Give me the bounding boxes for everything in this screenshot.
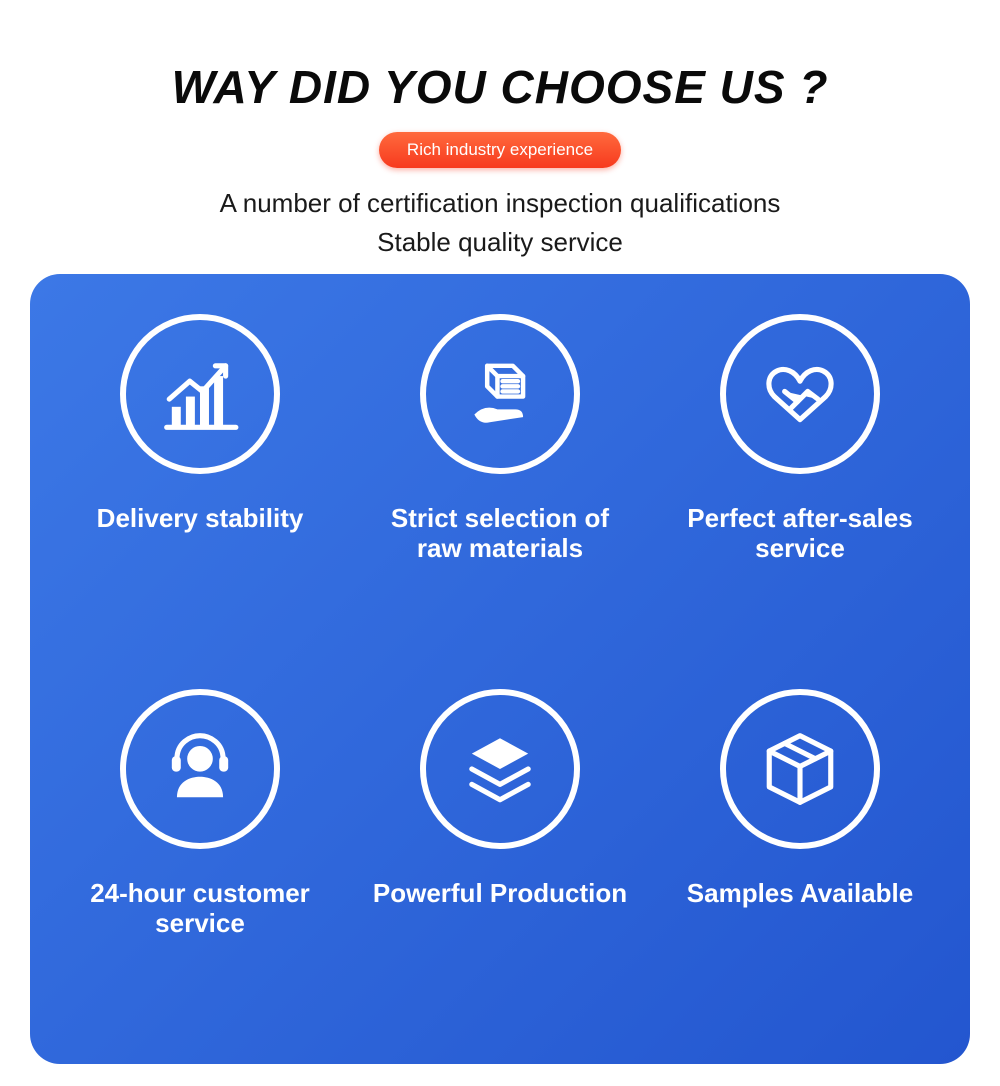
subtitle-line-1: A number of certification inspection qua… bbox=[220, 188, 781, 219]
features-panel: Delivery stability Strict selection ofra… bbox=[30, 274, 970, 1064]
feature-cell: Samples Available bbox=[650, 689, 950, 1024]
feature-label: Samples Available bbox=[687, 879, 913, 909]
headset-person-icon bbox=[120, 689, 280, 849]
package-box-icon bbox=[720, 689, 880, 849]
handshake-heart-icon bbox=[720, 314, 880, 474]
feature-label: Strict selection ofraw materials bbox=[391, 504, 609, 564]
feature-cell: Powerful Production bbox=[350, 689, 650, 1024]
feature-label: Perfect after-salesservice bbox=[687, 504, 912, 564]
feature-label: Powerful Production bbox=[373, 879, 627, 909]
feature-cell: 24-hour customerservice bbox=[50, 689, 350, 1024]
box-hand-icon bbox=[420, 314, 580, 474]
feature-label: Delivery stability bbox=[97, 504, 304, 534]
feature-label: 24-hour customerservice bbox=[90, 879, 310, 939]
subtitle-line-2: Stable quality service bbox=[377, 227, 623, 258]
feature-cell: Delivery stability bbox=[50, 314, 350, 649]
feature-cell: Perfect after-salesservice bbox=[650, 314, 950, 649]
feature-cell: Strict selection ofraw materials bbox=[350, 314, 650, 649]
layers-icon bbox=[420, 689, 580, 849]
experience-badge: Rich industry experience bbox=[379, 132, 621, 168]
page-title: WAY DID YOU CHOOSE US ? bbox=[172, 60, 829, 114]
chart-growth-icon bbox=[120, 314, 280, 474]
